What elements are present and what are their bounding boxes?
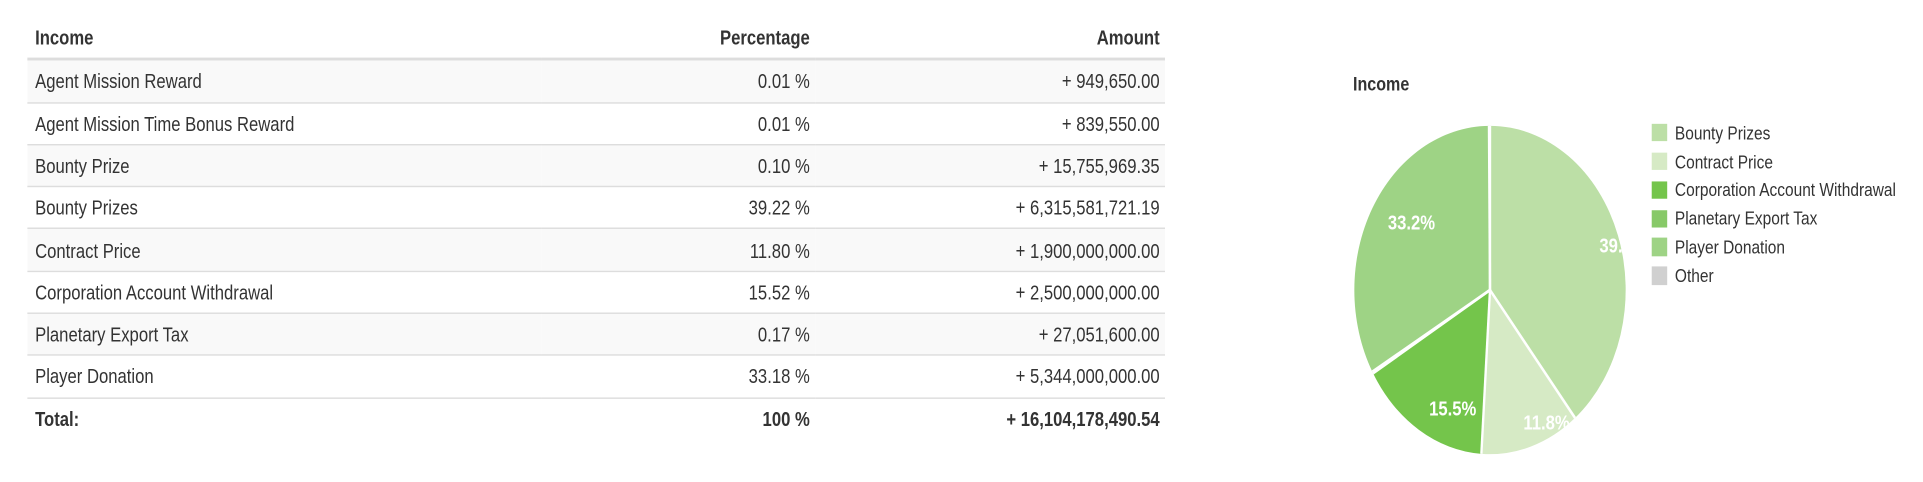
svg-text:33.2%: 33.2% [1388,211,1435,234]
svg-text:15.5%: 15.5% [1429,397,1476,420]
svg-text:11.8%: 11.8% [1523,411,1569,434]
svg-text:39.2%: 39.2% [1599,234,1646,257]
